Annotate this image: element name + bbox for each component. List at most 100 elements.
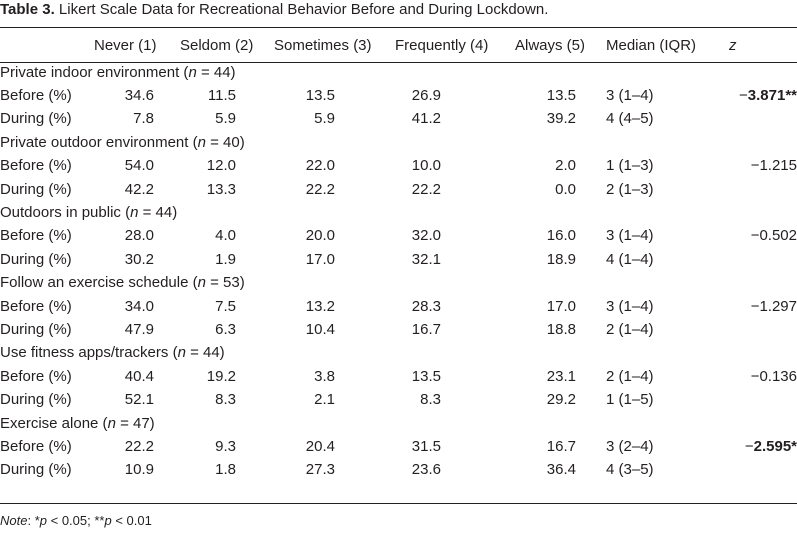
cell-median: 2 (1–4) [606,320,654,338]
cell-never: 52.1 [124,391,154,409]
cell-always: 29.2 [546,391,576,409]
cell-seldom: 4.0 [215,227,236,245]
group-title-text: Follow an exercise schedule ( [0,274,198,292]
likert-table: Never (1) Seldom (2) Sometimes (3) Frequ… [0,30,797,482]
table-caption-text: Likert Scale Data for Recreational Behav… [58,1,549,18]
header-frequently: Frequently (4) [395,36,489,54]
group-n-label: n [177,344,186,362]
cell-z [729,318,797,341]
cell-frequently: 16.7 [411,320,441,338]
cell-frequently: 28.3 [411,297,441,315]
table-row: Before (%) 54.0 12.0 22.0 10.0 2.0 1 (1–3) −1.2… [0,155,797,178]
cell-z [729,108,797,131]
cell-sometimes: 13.5 [305,87,335,105]
cell-always: 16.7 [546,437,576,455]
table-row: Before (%) 28.0 4.0 20.0 32.0 16.0 3 (1–4) −0.5… [0,225,797,248]
cell-seldom: 8.3 [215,391,236,409]
cell-median: 2 (1–3) [606,180,654,198]
group-row: Outdoors in public (n = 44) [0,201,797,224]
group-title: Outdoors in public (n = 44) [0,201,797,224]
group-title-text: Private outdoor environment ( [0,133,198,151]
cell-sometimes: 22.2 [305,180,335,198]
cell-frequently: 32.1 [411,250,441,268]
cell-seldom: 1.8 [215,461,236,479]
cell-never: 34.0 [124,297,154,315]
header-z: z [729,36,737,54]
table-row: Before (%) 34.0 7.5 13.2 28.3 17.0 3 (1–4) −1.2… [0,295,797,318]
table-row: During (%) 10.9 1.8 27.3 23.6 36.4 4 (3–5) [0,459,797,482]
cell-z: −1.215 [729,155,797,178]
bottom-rule [0,503,797,504]
cell-seldom: 11.5 [207,87,236,105]
table-caption: Table 3. Likert Scale Data for Recreatio… [0,0,548,19]
cell-frequently: 13.5 [411,367,441,385]
group-n-value: = 44) [185,344,225,362]
cell-never: 30.2 [124,250,154,268]
cell-seldom: 19.2 [206,367,236,385]
top-rule [0,27,797,28]
row-label: During (%) [0,250,72,268]
cell-frequently: 31.5 [411,437,441,455]
group-row: Follow an exercise schedule (n = 53) [0,272,797,295]
cell-z: −3.871** [729,84,797,107]
header-rule [0,62,797,63]
group-n-value: = 44) [138,204,178,222]
group-title-text: Outdoors in public ( [0,204,131,222]
row-label: Before (%) [0,227,72,245]
group-title: Private indoor environment (n = 44) [0,61,797,84]
z-value: 3.871** [747,87,797,105]
cell-never: 54.0 [124,157,154,175]
table-body: Private indoor environment (n = 44) Befor… [0,61,797,482]
z-value: 1.215 [759,157,797,175]
group-title: Exercise alone (n = 47) [0,412,797,435]
row-label: Before (%) [0,367,72,385]
group-row: Exercise alone (n = 47) [0,412,797,435]
z-value: 2.595* [753,437,797,455]
table-note: Note: *p < 0.05; **p < 0.01 [0,512,152,530]
cell-seldom: 9.3 [215,437,236,455]
cell-sometimes: 20.4 [305,437,335,455]
cell-sometimes: 3.8 [314,367,335,385]
cell-z [729,248,797,271]
group-n-label: n [197,133,206,151]
cell-always: 23.1 [546,367,576,385]
cell-frequently: 26.9 [411,87,441,105]
cell-sometimes: 2.1 [314,391,335,409]
table-row: During (%) 42.2 13.3 22.2 22.2 0.0 2 (1–3) [0,178,797,201]
group-row: Use fitness apps/trackers (n = 44) [0,342,797,365]
cell-always: 36.4 [546,461,576,479]
cell-z [729,388,797,411]
cell-median: 3 (1–4) [606,87,654,105]
cell-always: 13.5 [546,87,576,105]
cell-seldom: 5.9 [215,110,236,128]
group-n-label: n [197,274,206,292]
group-title: Follow an exercise schedule (n = 53) [0,272,797,295]
cell-seldom: 6.3 [215,320,236,338]
table-row: During (%) 30.2 1.9 17.0 32.1 18.9 4 (1–4) [0,248,797,271]
table-row: During (%) 7.8 5.9 5.9 41.2 39.2 4 (4–5) [0,108,797,131]
note-threshold-2: < 0.01 [111,513,152,528]
row-label: Before (%) [0,437,72,455]
cell-never: 28.0 [124,227,154,245]
cell-never: 34.6 [124,87,154,105]
table-row: Before (%) 40.4 19.2 3.8 13.5 23.1 2 (1–4) −0.1… [0,365,797,388]
cell-never: 10.9 [124,461,154,479]
note-p-1: p [39,513,47,528]
header-never: Never (1) [94,36,157,54]
cell-frequently: 8.3 [420,391,441,409]
header-seldom: Seldom (2) [180,36,254,54]
group-row: Private indoor environment (n = 44) [0,61,797,84]
header-empty [0,30,94,61]
z-minus-sign: − [739,87,748,105]
cell-sometimes: 17.0 [305,250,335,268]
cell-never: 40.4 [124,367,154,385]
row-label: During (%) [0,320,72,338]
cell-frequently: 10.0 [411,157,441,175]
cell-sometimes: 10.4 [305,320,335,338]
z-minus-sign: − [750,297,760,315]
header-sometimes: Sometimes (3) [274,36,372,54]
cell-median: 3 (2–4) [606,437,654,455]
cell-median: 4 (1–4) [606,250,654,268]
cell-always: 0.0 [555,180,576,198]
cell-frequently: 22.2 [411,180,441,198]
